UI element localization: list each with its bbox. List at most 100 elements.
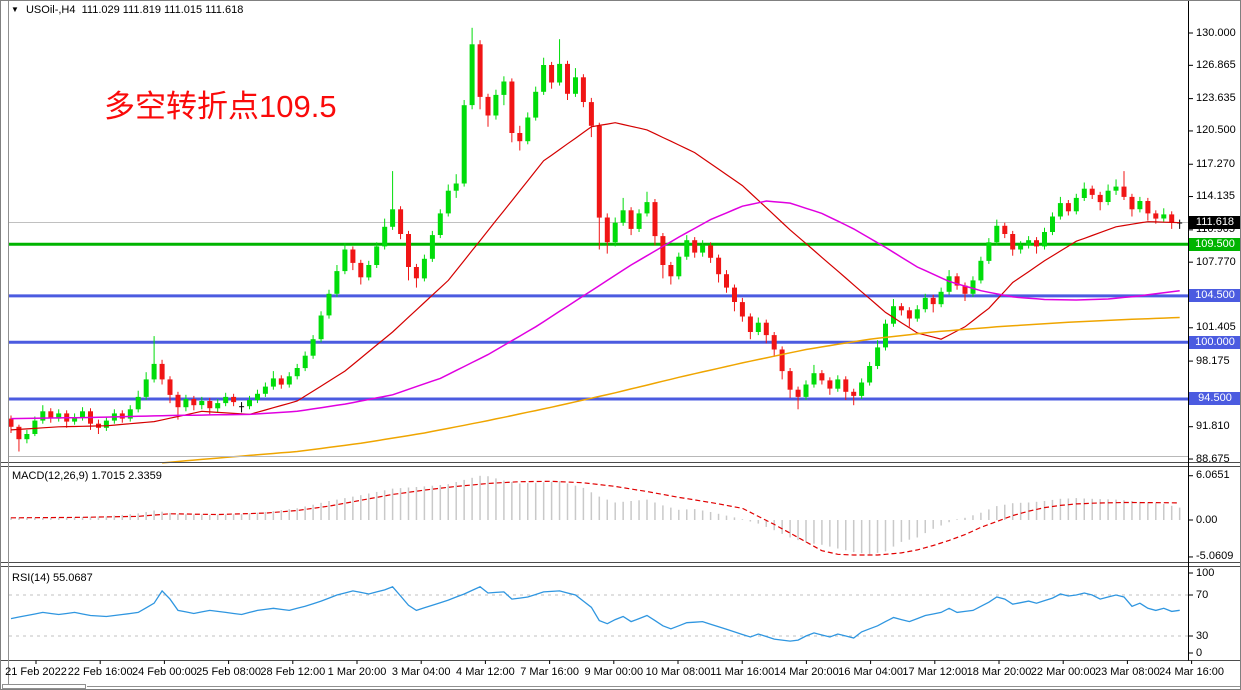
candle-body (946, 276, 952, 292)
window-left-frame (8, 1, 9, 684)
ma-fast-line (10, 122, 1180, 431)
collapse-triangle-icon[interactable]: ▼ (11, 5, 19, 14)
candle-body (501, 81, 507, 95)
candle-body (429, 235, 435, 259)
candle-body (994, 225, 1000, 243)
candle-body (1050, 216, 1055, 232)
candle-body (239, 406, 245, 408)
horizontal-scrollbar-track[interactable] (87, 686, 1240, 687)
candle-body (700, 245, 706, 253)
time-tick-label: 22 Mar 00:00 (1030, 666, 1096, 678)
candle-body (1089, 188, 1095, 195)
price-tick-label: 123.635 (1196, 92, 1236, 105)
candle-body (1081, 188, 1087, 198)
candle-body (525, 117, 531, 142)
price-tick-label: 126.865 (1196, 58, 1236, 71)
candle-body (255, 393, 260, 400)
candle-body (763, 322, 769, 336)
annotation-text: 多空转折点109.5 (104, 89, 337, 124)
time-tick-label: 11 Mar 16:00 (710, 666, 775, 678)
candle-body (1026, 240, 1032, 246)
candle-body (509, 81, 515, 133)
price-tick-label: 107.770 (1196, 255, 1236, 268)
candle-body (684, 240, 690, 257)
candle-body (493, 94, 499, 116)
candle-body (628, 210, 634, 229)
candle-body (580, 77, 586, 102)
candle-body (660, 236, 666, 265)
candle-body (1105, 190, 1111, 202)
candle-body (636, 213, 642, 229)
candle-body (779, 349, 785, 372)
rsi-tick-label: 70 (1196, 588, 1209, 601)
price-badge-111.618: 111.618 (1189, 216, 1240, 229)
candle-body (485, 96, 491, 116)
candle-body (517, 133, 523, 142)
candle-body (978, 260, 984, 281)
candle-body (835, 379, 841, 389)
time-tick-label: 4 Mar 12:00 (456, 666, 515, 678)
candle-body (286, 376, 292, 385)
time-tick-label: 25 Feb 08:00 (196, 666, 262, 678)
macd-tick-label: -5.0609 (1196, 550, 1234, 563)
candle-body (827, 380, 833, 389)
price-badge-94.500: 94.500 (1189, 392, 1240, 406)
candle-body (421, 258, 427, 279)
candle-body (739, 302, 745, 317)
candle-body (898, 306, 904, 311)
candle-body (32, 420, 38, 434)
candle-body (103, 420, 109, 428)
time-tick-label: 17 Mar 12:00 (902, 666, 968, 678)
candle-body (652, 202, 658, 237)
macd-name: MACD(12,26,9) (12, 470, 89, 482)
candle-body (326, 293, 332, 316)
candle-body (883, 323, 888, 348)
candle-body (1002, 225, 1008, 234)
candle-body (247, 400, 252, 407)
symbol-name: USOil-,H4 (25, 4, 76, 16)
time-tick-label: 23 Mar 08:00 (1094, 666, 1160, 678)
candle-body (477, 44, 483, 97)
macd-signal-line (11, 480, 1180, 556)
candle-body (859, 382, 865, 396)
candle-body (1057, 203, 1063, 217)
macd-tick-label: 6.0651 (1196, 469, 1230, 482)
candle-body (565, 63, 570, 94)
candle-body (970, 280, 976, 294)
candle-body (1121, 186, 1127, 197)
candle-body (843, 379, 849, 392)
candle-body (986, 242, 992, 261)
candle-body (366, 265, 372, 278)
candle-body (620, 210, 626, 223)
candle-body (795, 389, 801, 397)
candle-body (398, 209, 404, 234)
candle-body (262, 386, 268, 394)
rsi-indicator-label: RSI(14) 55.0687 (12, 572, 93, 584)
candle-body (223, 396, 229, 404)
candle-body (445, 190, 451, 214)
candle-body (135, 396, 141, 410)
candle-body (1010, 234, 1016, 250)
candle-body (80, 411, 85, 418)
candle-body (914, 309, 920, 319)
candle-body (732, 287, 737, 302)
price-badge-100.000: 100.000 (1189, 335, 1240, 349)
rsi-value: 55.0687 (52, 572, 93, 584)
candle-body (851, 391, 857, 396)
candle-body (954, 276, 960, 286)
time-tick-label: 24 Mar 16:00 (1159, 666, 1225, 678)
candle-body (588, 102, 594, 126)
candle-body (819, 373, 825, 381)
symbol-ohlc-line: ▼ USOil-,H4 111.029 111.819 111.015 111.… (11, 4, 243, 16)
candle-body (1161, 214, 1167, 219)
horizontal-scrollbar-thumb[interactable] (2, 684, 86, 689)
price-tick-label: 101.405 (1196, 321, 1236, 334)
candle-body (676, 256, 682, 277)
candle-body (541, 65, 547, 92)
time-tick-label: 10 Mar 08:00 (645, 666, 711, 678)
candle-body (183, 399, 189, 408)
candle-body (549, 65, 555, 83)
candle-body (938, 291, 944, 305)
candle-body (199, 401, 205, 406)
